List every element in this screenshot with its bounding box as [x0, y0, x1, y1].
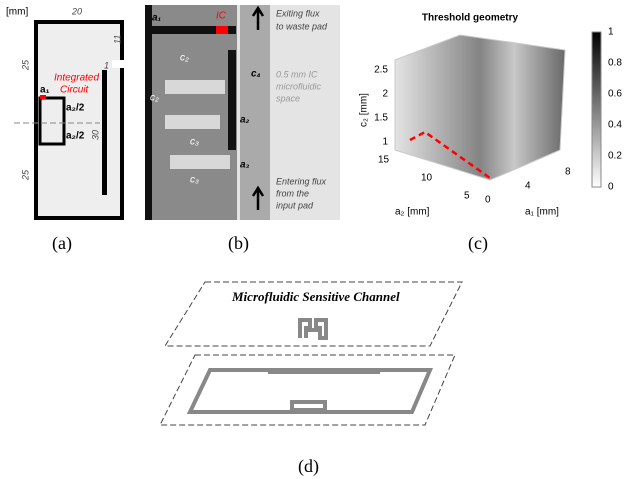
a2-bar [228, 50, 236, 150]
panel-b: a₁ IC c₂ c₄ c₂ a₂ c₃ a₃ c₃ Exiting flux … [145, 5, 340, 254]
panel-a: [mm] 20 11 1 25 25 Integrated Circuit a₁… [6, 6, 124, 254]
panel-c: Threshold geometry 1 0.8 0.6 0.4 0.2 0 2.5 2 1.5… [359, 13, 623, 254]
dim: a₃ [240, 160, 250, 171]
axis-label: a₁ [mm] [525, 207, 559, 218]
dim: 11 [112, 35, 122, 44]
ic-label: Circuit [60, 85, 90, 96]
axis-label: c₂ [mm] [359, 93, 370, 127]
dim: a₁ [40, 85, 50, 96]
note: 0.5 mm IC [276, 69, 318, 79]
note: space [276, 93, 300, 103]
colorbar-tick: 0.8 [608, 58, 622, 69]
dim: c₂ [150, 93, 159, 104]
dim: 25 [20, 169, 30, 181]
volume [395, 35, 565, 180]
note: from the [276, 188, 309, 198]
figure: [mm] 20 11 1 25 25 Integrated Circuit a₁… [0, 0, 635, 479]
z-tick: 1.5 [374, 113, 388, 124]
colorbar [592, 32, 601, 187]
antenna-outline [36, 22, 122, 218]
colorbar-tick: 0 [608, 182, 614, 193]
colorbar-tick: 0.6 [608, 89, 622, 100]
channel-label: Microfluidic Sensitive Channel [231, 289, 400, 304]
inner-bar [102, 70, 107, 195]
colorbar-tick: 1 [608, 27, 614, 38]
channel [300, 320, 326, 338]
side [240, 5, 270, 220]
title: Threshold geometry [422, 13, 519, 24]
caption: (a) [52, 233, 72, 254]
slot [165, 80, 225, 94]
note: to waste pad [276, 21, 328, 31]
a1-tick: 4 [525, 181, 531, 192]
dim: 30 [90, 130, 100, 140]
dim: a₂/2 [66, 131, 85, 142]
panel-d: Microfluidic Sensitive Channel (d) [160, 282, 462, 477]
colorbar-tick: 0.2 [608, 151, 622, 162]
ic-label: IC [216, 11, 227, 22]
a2-tick: 5 [464, 191, 470, 202]
caption: (d) [298, 456, 319, 477]
dim: 1 [104, 60, 109, 70]
z-tick: 2 [382, 89, 388, 100]
note: input pad [276, 200, 314, 210]
dim: 20 [71, 6, 82, 16]
gap [112, 60, 124, 68]
note: microfluidic [276, 81, 322, 91]
edge [145, 5, 152, 220]
z-tick: 1 [382, 137, 388, 148]
antenna-layer [160, 355, 455, 425]
z-tick: 2.5 [374, 65, 388, 76]
dim: c₃ [190, 137, 199, 148]
dim: c₃ [190, 175, 199, 186]
dim: a₁ [152, 13, 162, 24]
slot [170, 155, 230, 169]
caption: (b) [228, 233, 249, 254]
antenna [190, 370, 430, 412]
ic-label: Integrated [54, 73, 99, 84]
a2-tick: 10 [421, 173, 433, 184]
note: Exiting flux [276, 8, 320, 18]
dim: a₂/2 [66, 103, 85, 114]
a1-tick: 8 [565, 167, 571, 178]
colorbar-tick: 0.4 [608, 120, 622, 131]
caption: (c) [468, 233, 488, 254]
ic [216, 26, 228, 34]
conductor [145, 5, 237, 220]
dim: 25 [20, 59, 30, 71]
dim: c₄ [251, 69, 261, 80]
axis-label: a₂ [mm] [395, 207, 430, 218]
dim: a₂ [240, 115, 250, 126]
slot [165, 115, 220, 129]
note: Entering flux [276, 176, 327, 186]
a2-tick: 15 [378, 155, 390, 166]
dim: c₂ [180, 53, 189, 64]
a1-tick: 0 [485, 195, 491, 206]
unit: [mm] [6, 7, 28, 18]
